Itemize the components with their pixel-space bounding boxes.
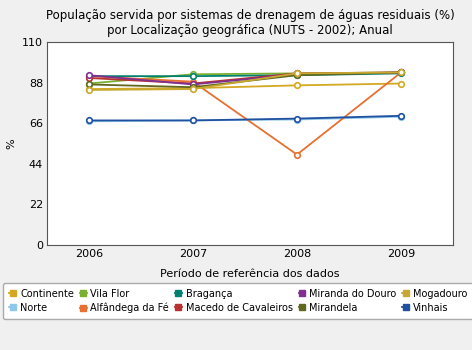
X-axis label: Período de referência dos dados: Período de referência dos dados [160,270,340,279]
Legend: Continente, Norte, Vila Flor, Alfândega da Fé, Bragança, Macedo de Cavaleiros, M: Continente, Norte, Vila Flor, Alfândega … [3,283,472,319]
Title: População servida por sistemas de drenagem de águas residuais (%)
por Localizaçã: População servida por sistemas de drenag… [46,9,455,37]
Y-axis label: %: % [7,138,17,149]
